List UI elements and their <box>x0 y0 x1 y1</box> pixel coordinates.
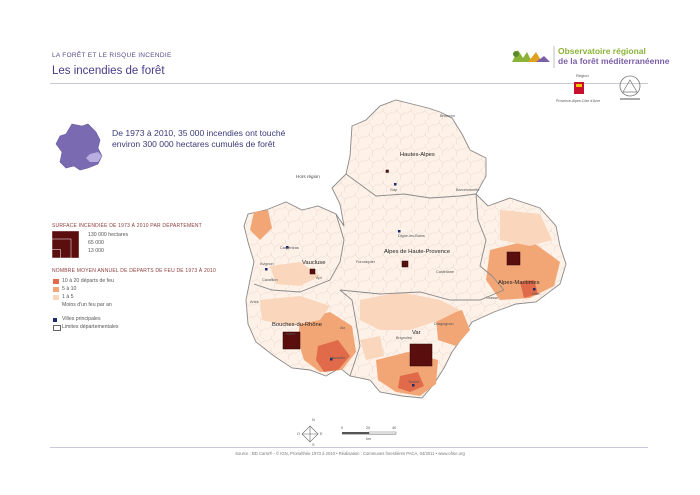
legend-city-marker-icon <box>53 318 57 322</box>
town-avignon: Avignon <box>260 262 274 266</box>
label-hautes-alpes: Hautes-Alpes <box>400 152 435 158</box>
border-bdr-var <box>339 289 361 377</box>
legend-swatch-medium <box>53 287 59 292</box>
town-cavaillon: Cavaillon <box>262 278 278 282</box>
border-ahp-am <box>475 193 505 291</box>
logo-wordmark: Observatoire régional de la forêt médite… <box>558 46 669 66</box>
intro-statement: De 1973 à 2010, 35 000 incendies ont tou… <box>112 128 286 149</box>
compass-n: N <box>312 418 315 422</box>
zone-var-west <box>360 336 384 360</box>
fire-starts-shading <box>250 210 560 396</box>
scale-unit: km <box>366 437 372 441</box>
burned-area-square-ahp <box>401 260 409 268</box>
region-name: Provence-Alpes-Côte d'Azur <box>556 99 601 103</box>
scale-label-0: 0 <box>341 426 344 430</box>
city-markers <box>265 183 536 387</box>
burned-area-squares <box>282 169 521 367</box>
label-bouches-du-rhone: Bouches-du-Rhône <box>272 322 322 328</box>
paca-highlight <box>86 152 102 162</box>
page-title: Les incendies de forêt <box>52 65 165 77</box>
hotspot-var-east <box>436 310 470 346</box>
zone-am-north <box>500 210 552 246</box>
burned-area-square-hautes-alpes <box>385 169 389 173</box>
compass-e: E <box>320 432 323 436</box>
institution-emblem-icon <box>619 75 641 100</box>
zone-bdr-north <box>260 296 330 326</box>
forest-logo-icon <box>512 50 550 62</box>
town-forcalquier: Forcalquier <box>356 260 375 264</box>
burned-area-square-alpes-maritimes <box>506 251 521 266</box>
town-istres: Istres <box>286 332 296 336</box>
legend-surface-13000: 13 000 <box>88 248 104 254</box>
region-emblem-icon <box>574 82 584 94</box>
burned-area-square-bouches-du-rhone <box>282 331 301 350</box>
legend-surface-65000: 65 000 <box>88 240 104 246</box>
town-arles: Arles <box>250 300 259 304</box>
town-digne: Digne-les-Bains <box>398 234 425 238</box>
logo-line-1: Observatoire régional <box>558 46 646 56</box>
legend-cities: Villes principales <box>62 316 101 322</box>
legend-starts-low: 1 à 5 <box>62 294 74 300</box>
scale-bar <box>342 431 397 435</box>
town-marseille: Marseille <box>330 356 346 360</box>
partner-logos <box>574 75 641 100</box>
town-briancon: Briançon <box>440 114 455 118</box>
compass-s: S <box>312 443 315 447</box>
town-grasse: Grasse <box>486 296 499 300</box>
section-kicker: LA FORÊT ET LE RISQUE INCENDIE <box>52 52 172 59</box>
hotspot-vaucluse <box>250 210 272 240</box>
label-outside-region: Hors région <box>296 174 320 179</box>
legend-starts-minimal: Moins d'un feu par an <box>62 302 112 308</box>
town-draguignan: Draguignan <box>434 322 454 326</box>
hotspot-marseille <box>316 340 350 372</box>
town-nice: Nice <box>532 292 540 296</box>
town-toulon: Toulon <box>408 380 420 384</box>
compass-rose-icon <box>301 425 319 443</box>
scale-label-40: 40 <box>392 426 397 430</box>
hotspot-alpes-maritimes <box>486 240 560 300</box>
observatoire-logo <box>512 46 555 68</box>
department-borders <box>253 173 505 377</box>
border-hautes-alpes <box>345 173 477 199</box>
legend-limits: Limites départementales <box>62 324 119 330</box>
label-var: Var <box>412 330 421 336</box>
legend-swatch-low <box>53 295 59 300</box>
source-credit: Source : BD Carto® - © IGN, Prométhée 19… <box>235 451 465 456</box>
legend-swatch-high <box>53 279 59 284</box>
town-barcelonnette: Barcelonnette <box>456 188 480 192</box>
burned-area-square-vaucluse <box>309 268 316 275</box>
label-vaucluse: Vaucluse <box>302 260 326 266</box>
compass-o: O <box>297 432 300 436</box>
legend-surface-title: SURFACE INCENDIÉE DE 1973 À 2010 PAR DÉP… <box>52 223 202 229</box>
scale-label-20: 20 <box>366 426 371 430</box>
town-castellane: Castellane <box>436 270 454 274</box>
legend-starts-high: 10 à 20 départs de feu <box>62 278 114 284</box>
label-alpes-maritimes: Alpes-Maritimes <box>498 280 540 286</box>
zone-var-inland <box>360 292 460 330</box>
legend-starts-medium: 5 à 10 <box>62 286 77 292</box>
zone-vaucluse-south <box>270 262 320 286</box>
legend-nested-squares <box>52 231 80 259</box>
header-divider <box>50 83 648 84</box>
hotspot-nice <box>520 280 538 298</box>
footer-divider <box>50 447 648 448</box>
border-vaucluse <box>253 213 345 293</box>
town-gap: Gap <box>390 188 398 192</box>
hotspot-toulon <box>398 372 424 392</box>
region-label: Région <box>576 73 589 78</box>
legend-starts-title: NOMBRE MOYEN ANNUEL DE DÉPARTS DE FEU DE… <box>52 268 216 274</box>
legend-surface-130000: 130 000 hectares <box>88 232 129 238</box>
town-brignoles: Brignoles <box>396 336 412 340</box>
legend-limits-icon <box>53 325 61 331</box>
town-aix: Aix <box>340 326 346 330</box>
label-alpes-de-haute-provence: Alpes de Haute-Provence <box>384 249 451 255</box>
burned-area-square-var <box>409 343 433 367</box>
border-ahp-var <box>339 289 505 301</box>
town-carpentras: Carpentras <box>280 246 299 250</box>
town-apt: Apt <box>316 276 322 280</box>
france-locator-map <box>55 123 103 171</box>
logo-line-2: de la forêt méditerranéenne <box>558 56 670 66</box>
